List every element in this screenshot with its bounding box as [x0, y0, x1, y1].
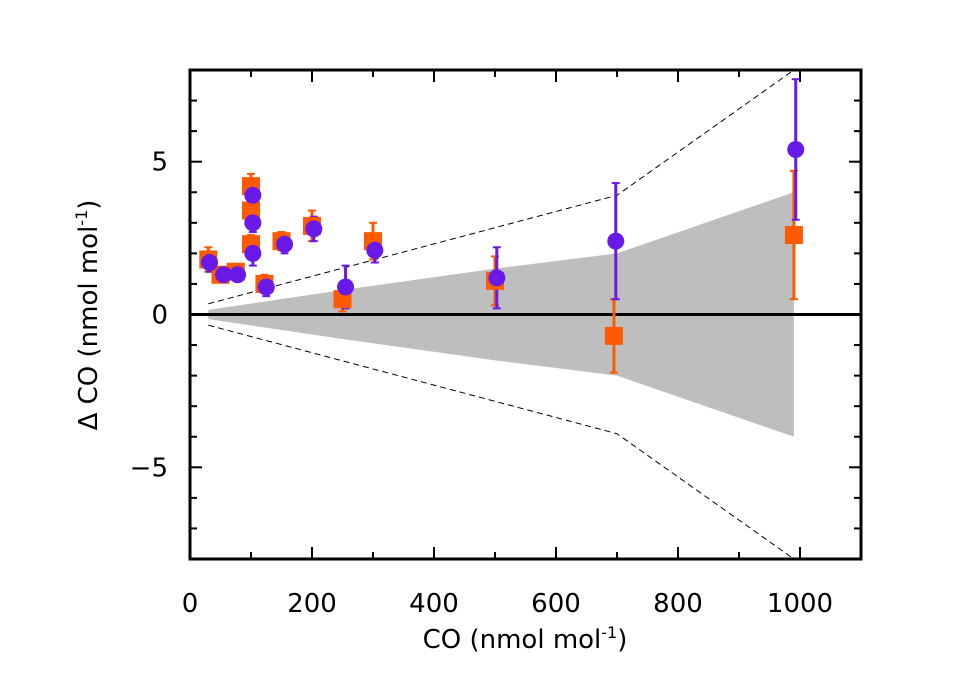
tick-labels: 0 200 400 600 800 1000 −5 0 5 — [130, 148, 833, 619]
circle-marker — [607, 232, 625, 250]
y-tick-label: 5 — [151, 148, 168, 178]
plot-frame — [188, 68, 863, 561]
x-tick-label: 800 — [653, 589, 703, 619]
x-tick-label: 600 — [531, 589, 581, 619]
circle-marker — [488, 269, 506, 287]
y-axis-label-end: ) — [74, 200, 104, 210]
x-axis-label-end: ) — [617, 625, 627, 655]
circle-marker — [337, 278, 355, 296]
circle-marker — [244, 186, 262, 204]
x-tick-label: 1000 — [767, 589, 833, 619]
x-tick-label: 400 — [409, 589, 459, 619]
y-axis-label-main: Δ CO (nmol mol — [74, 226, 104, 431]
circle-marker — [276, 235, 294, 253]
x-tick-label: 0 — [182, 589, 199, 619]
square-marker — [784, 226, 803, 245]
circle-marker — [201, 254, 219, 272]
y-axis-label-sup: -1 — [72, 210, 91, 226]
x-tick-label: 200 — [287, 589, 337, 619]
y-tick-label: −5 — [130, 453, 168, 483]
circle-marker — [787, 140, 805, 158]
data-markers — [199, 140, 805, 345]
x-axis-label-main: CO (nmol mol — [423, 625, 602, 655]
square-marker — [604, 326, 623, 345]
circle-marker — [229, 266, 247, 284]
circle-marker — [244, 244, 262, 262]
x-axis-label: CO (nmol mol-1) — [423, 623, 628, 655]
y-axis-label: Δ CO (nmol mol-1) — [72, 200, 104, 431]
y-tick-label: 0 — [151, 301, 168, 331]
circle-marker — [257, 278, 275, 296]
circle-marker — [305, 220, 323, 238]
circle-marker — [366, 241, 384, 259]
circle-marker — [244, 214, 262, 232]
x-axis-label-sup: -1 — [601, 623, 617, 642]
circle-marker — [215, 266, 233, 284]
dashed-envelope-lower — [208, 324, 795, 560]
